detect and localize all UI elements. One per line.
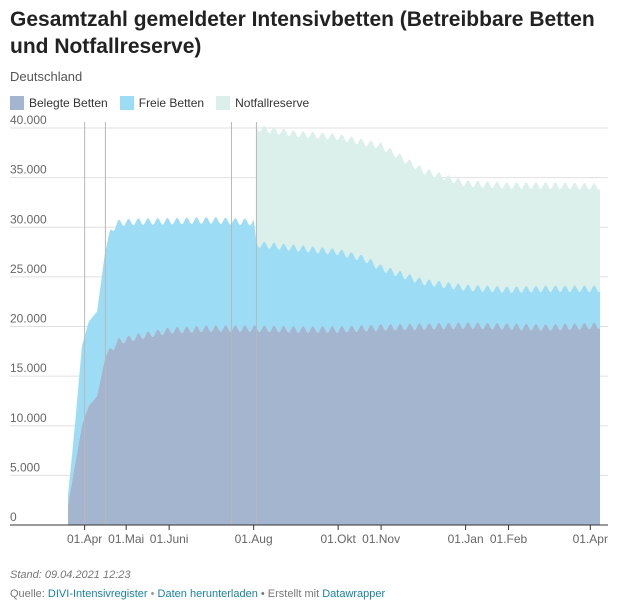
area-freie-betten [68, 217, 600, 506]
x-tick-label: 01.Nov [362, 532, 400, 546]
source-link[interactable]: DIVI-Intensivregister [47, 588, 148, 600]
y-tick-label: 40.000 [10, 113, 47, 127]
legend-swatch-belegt [10, 96, 24, 110]
chart-title: Gesamtzahl gemeldeter Intensivbetten (Be… [10, 8, 595, 58]
legend-label-belegt: Belegte Betten [29, 96, 108, 110]
legend-swatch-notfall [216, 96, 231, 110]
x-tick-label: 01.Feb [490, 532, 528, 546]
y-tick-label: 5.000 [10, 460, 40, 474]
y-tick-label: 10.000 [10, 411, 47, 425]
x-tick-label: 01.Juni [150, 532, 189, 546]
chart-subtitle: Deutschland [10, 69, 83, 84]
x-tick-label: 01.Mai [108, 532, 144, 546]
y-tick-label: 35.000 [10, 163, 47, 177]
x-tick-label: 01.Okt [320, 532, 356, 546]
stand-timestamp: Stand: 09.04.2021 12:23 [10, 569, 131, 581]
created-with-text: • Erstellt mit [257, 588, 323, 600]
source-line: Quelle: DIVI-Intensivregister • Daten he… [10, 588, 385, 600]
y-tick-label: 25.000 [10, 262, 47, 276]
area-notfallreserve [256, 125, 600, 294]
x-tick-label: 01.Apr [573, 532, 608, 546]
download-data-link[interactable]: Daten herunterladen [157, 588, 258, 600]
source-separator: • [147, 588, 158, 600]
x-tick-label: 01.Aug [235, 532, 273, 546]
area-chart: 40.000 35.000 30.000 25.000 20.000 15.000 10.0… [10, 113, 608, 546]
legend-item-frei: Freie Betten [119, 96, 205, 110]
x-tick-label: 01.Jan [448, 532, 484, 546]
legend-item-belegt: Belegte Betten [10, 96, 108, 110]
legend: Belegte Betten Freie Betten Notfallreser… [10, 96, 309, 110]
datawrapper-link[interactable]: Datawrapper [322, 588, 386, 600]
legend-label-notfall: Notfallreserve [235, 96, 310, 110]
legend-item-notfall: Notfallreserve [216, 96, 309, 110]
x-tick-label: 01.Apr [67, 532, 102, 546]
y-tick-label: 20.000 [10, 312, 47, 326]
y-tick-label: 0 [10, 510, 17, 524]
y-tick-label: 30.000 [10, 212, 47, 226]
legend-label-frei: Freie Betten [138, 96, 205, 110]
legend-swatch-frei [119, 96, 134, 110]
y-tick-label: 15.000 [10, 361, 47, 375]
area-belegte-betten [68, 322, 600, 525]
source-prefix: Quelle: [10, 588, 48, 600]
